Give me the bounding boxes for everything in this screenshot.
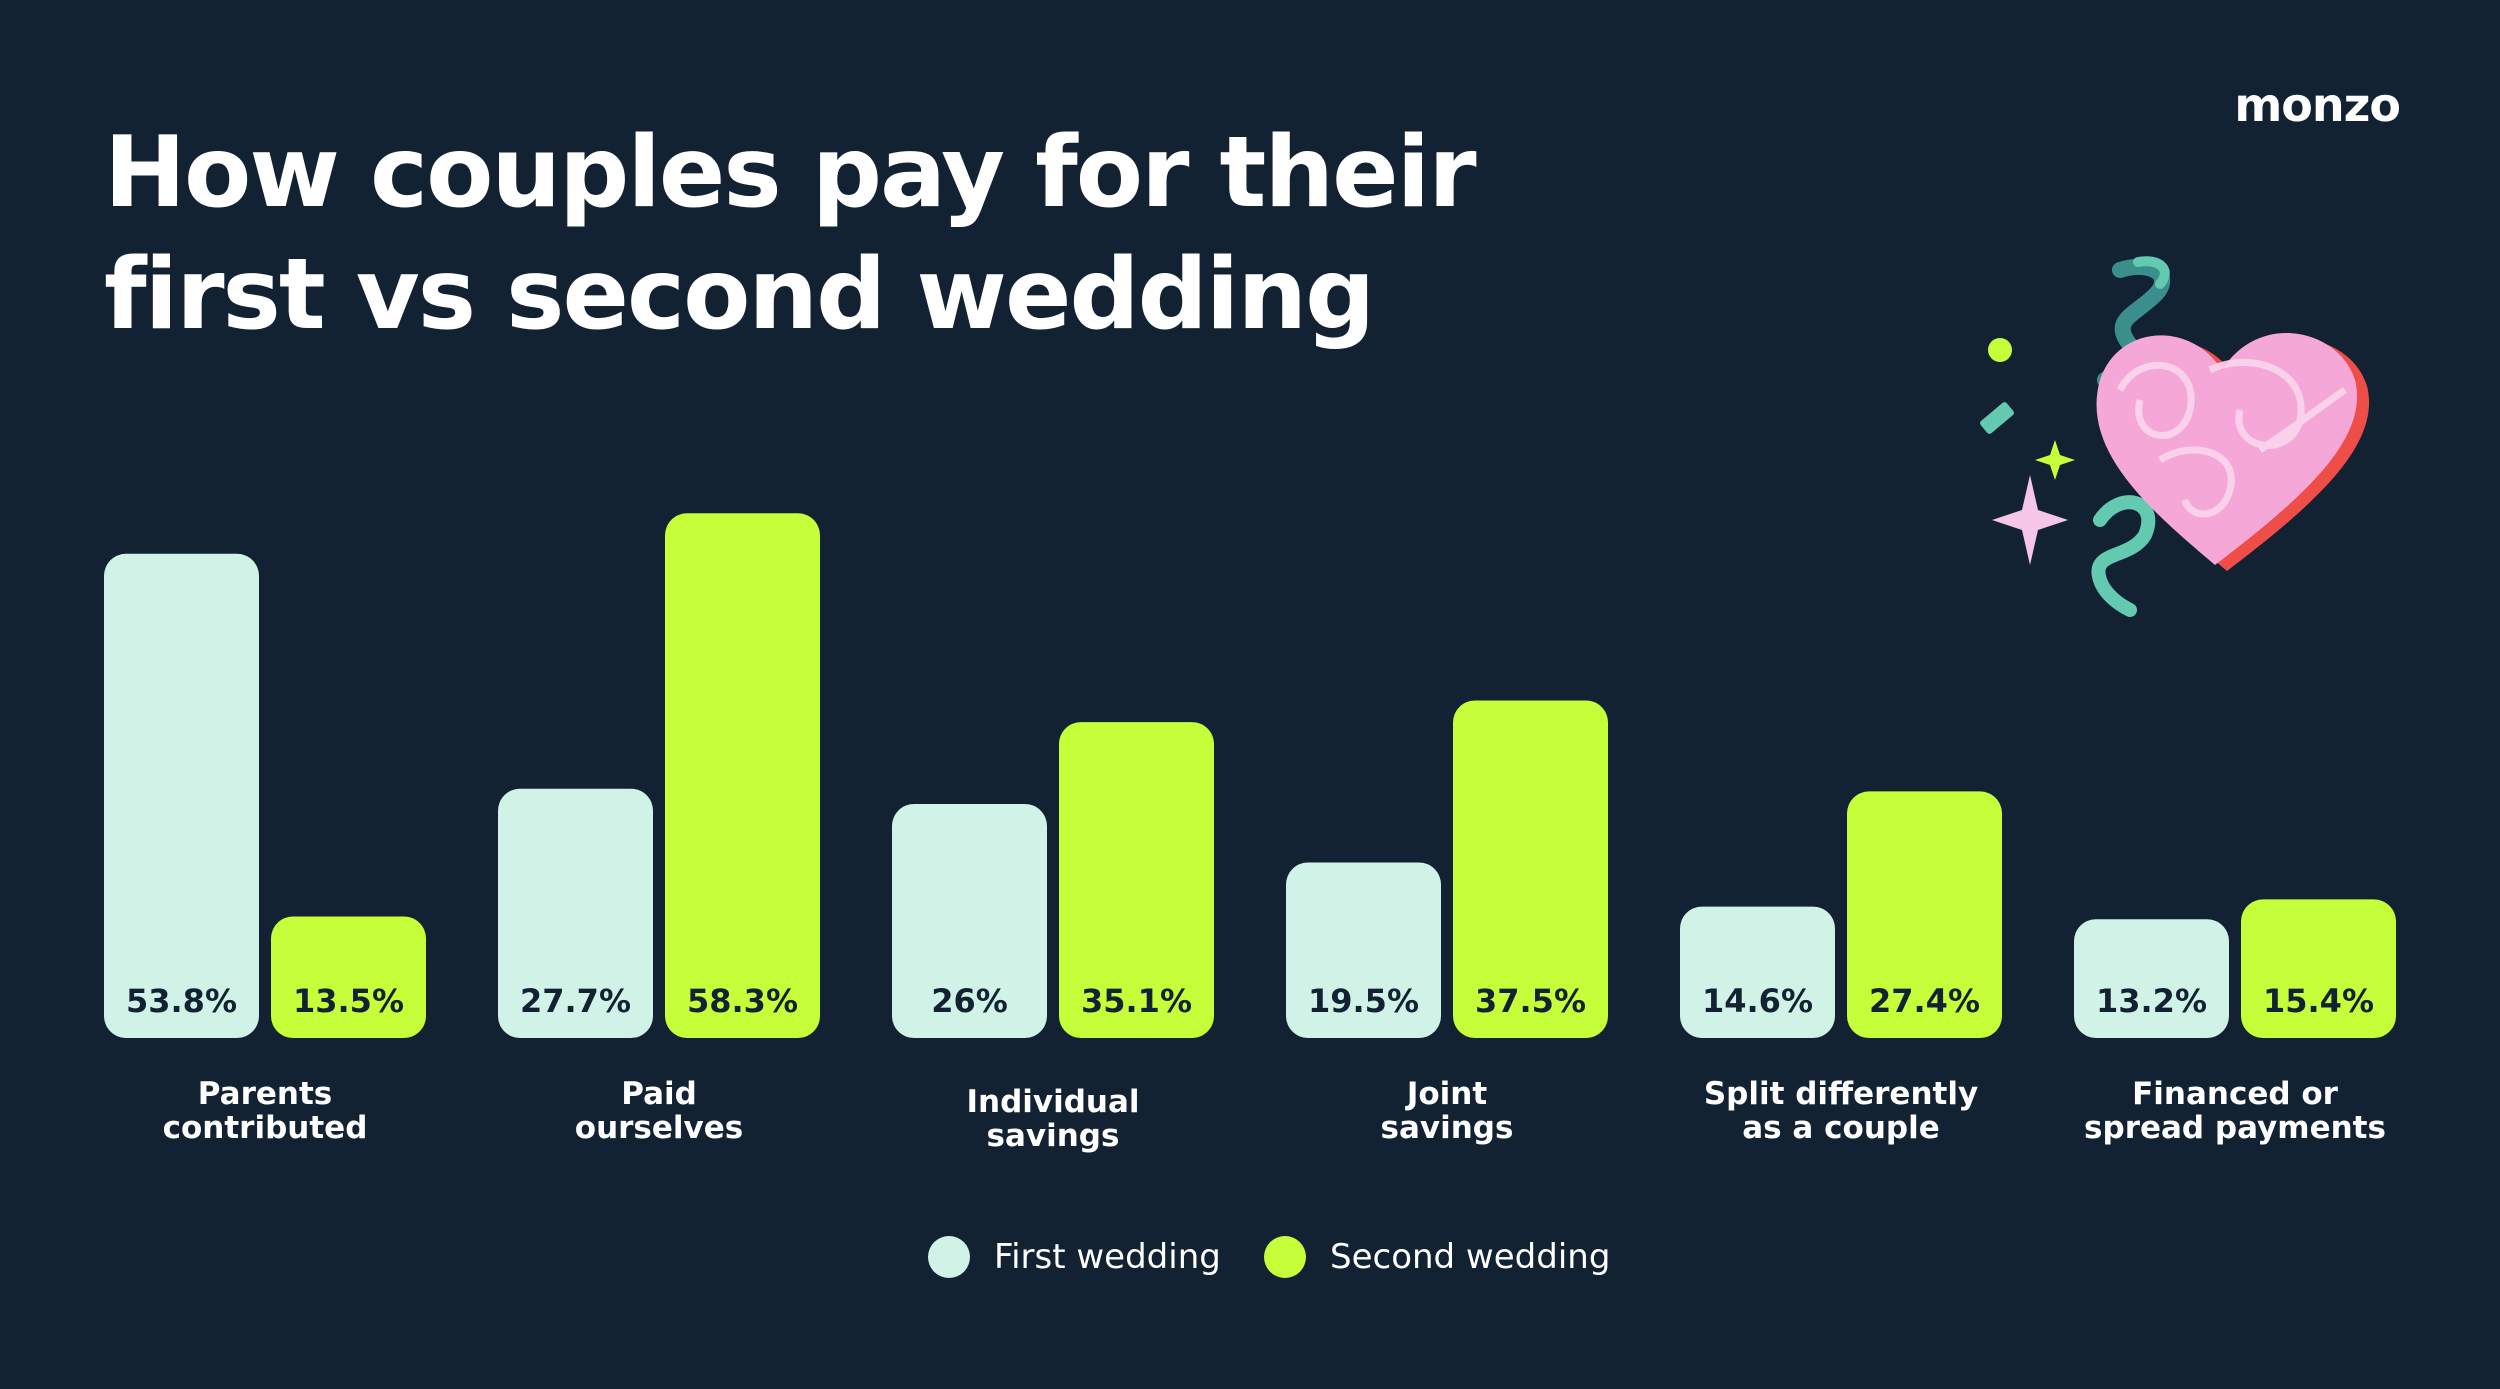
monzo-logo: monzo [2234, 78, 2401, 132]
bars-group [104, 513, 2396, 1038]
category-label-individual-savings: Individual savings [966, 1084, 1139, 1154]
sparkle-icon [2035, 440, 2075, 480]
bar-second-wedding-split-differently-as-a-couple [1847, 791, 2002, 1038]
bar-second-wedding-joint-savings [1453, 700, 1608, 1038]
bar-label-second-wedding-joint-savings: 37.5% [1475, 982, 1586, 1020]
bar-label-second-wedding-parents-contributed: 13.5% [293, 982, 404, 1020]
bar-label-first-wedding-individual-savings: 26% [931, 982, 1008, 1020]
bar-first-wedding-financed-or-spread-payments [2074, 919, 2229, 1038]
bar-label-first-wedding-financed-or-spread-payments: 13.2% [2096, 982, 2207, 1020]
ribbon-icon [2091, 495, 2156, 617]
legend-swatch-first-wedding [928, 1236, 970, 1278]
category-labels-group: Parents contributed Paid ourselves Individua… [163, 1076, 2386, 1154]
bar-label-second-wedding-split-differently-as-a-couple: 27.4% [1869, 982, 1980, 1020]
bar-second-wedding-financed-or-spread-payments [2241, 899, 2396, 1038]
bar-label-first-wedding-parents-contributed: 53.8% [126, 982, 237, 1020]
heart-icon [2096, 332, 2370, 571]
legend-item-first-wedding: First wedding [928, 1232, 1221, 1282]
confetti-icon [1980, 402, 2014, 434]
category-label-parents-contributed: Parents contributed [163, 1076, 368, 1146]
bar-label-second-wedding-financed-or-spread-payments: 15.4% [2263, 982, 2374, 1020]
category-label-joint-savings: Joint savings [1381, 1076, 1514, 1146]
legend-label-first-wedding: First wedding [994, 1237, 1221, 1277]
chart-title-line-2: first vs second wedding [104, 238, 1375, 352]
bar-label-first-wedding-paid-ourselves: 27.7% [520, 982, 631, 1020]
bar-second-wedding-paid-ourselves [665, 513, 820, 1038]
bar-label-first-wedding-joint-savings: 19.5% [1308, 982, 1419, 1020]
chart-title: How couples pay for their first vs secon… [104, 112, 1504, 356]
bar-label-first-wedding-split-differently-as-a-couple: 14.6% [1702, 982, 1813, 1020]
bar-first-wedding-split-differently-as-a-couple [1680, 906, 1835, 1038]
heart-confetti-illustration [1980, 256, 2370, 617]
legend-swatch-second-wedding [1264, 1236, 1306, 1278]
bar-labels-group: 53.8% 13.5% 27.7% 58.3% 26% 35.1% 19.5% 37.5% 14… [126, 982, 2374, 1020]
category-label-paid-ourselves: Paid ourselves [575, 1076, 743, 1146]
category-label-financed-or-spread-payments: Financed or spread payments [2084, 1076, 2386, 1146]
chart-title-line-1: How couples pay for their [104, 116, 1477, 230]
legend-item-second-wedding: Second wedding [1264, 1232, 1610, 1282]
bar-first-wedding-individual-savings [892, 804, 1047, 1038]
bar-second-wedding-parents-contributed [271, 916, 426, 1038]
bar-first-wedding-paid-ourselves [498, 788, 653, 1038]
confetti-icon [1988, 338, 2012, 362]
category-label-split-differently-as-a-couple: Split differently as a couple [1704, 1076, 1978, 1146]
bar-label-second-wedding-individual-savings: 35.1% [1081, 982, 1192, 1020]
bar-first-wedding-joint-savings [1286, 862, 1441, 1038]
bar-label-second-wedding-paid-ourselves: 58.3% [687, 982, 798, 1020]
bar-first-wedding-parents-contributed [104, 553, 259, 1038]
sparkle-icon [1992, 475, 2068, 565]
legend-label-second-wedding: Second wedding [1330, 1237, 1611, 1277]
bar-second-wedding-individual-savings [1059, 722, 1214, 1038]
